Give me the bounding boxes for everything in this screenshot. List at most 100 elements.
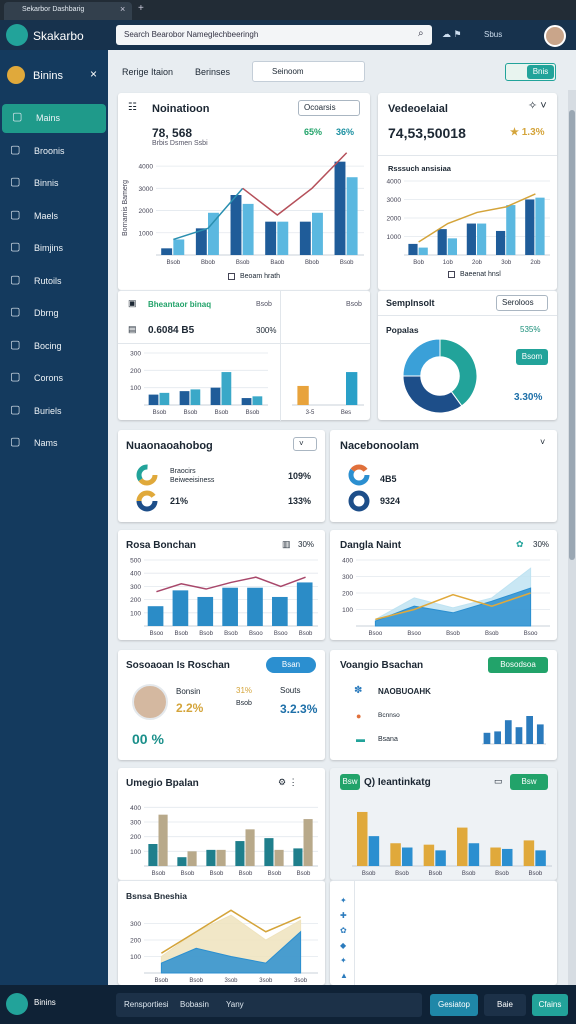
x-tick-label: 3sob [224, 978, 238, 984]
tab[interactable] [4, 2, 132, 20]
footer-field[interactable]: Bobasin [180, 1000, 209, 1009]
nav-item[interactable]: ▢ Maels [0, 202, 108, 231]
button[interactable]: Bosodsoa [488, 657, 548, 673]
sidebar-close[interactable]: × [90, 67, 98, 81]
x-tick-label: Bsob [340, 260, 354, 266]
y-tick-label: 100 [342, 607, 353, 614]
y-tick-label: 200 [130, 834, 141, 841]
nav-item[interactable]: ▢ Dbrng [0, 299, 108, 328]
chevron[interactable]: ˅ [540, 437, 546, 447]
x-tick-label: 3-5 [306, 410, 315, 416]
x-tick-label: 3ob [501, 260, 512, 266]
card-title: Voangio Bsachan [340, 660, 424, 671]
bar [535, 197, 545, 255]
line [161, 909, 301, 954]
footer-button[interactable]: Cfains [532, 994, 568, 1016]
donut-slice [402, 338, 441, 377]
stat: 65% [304, 127, 323, 137]
new-tab[interactable]: + [138, 3, 144, 14]
toolbar-search[interactable] [252, 61, 365, 82]
bar [252, 396, 263, 405]
avatar[interactable] [544, 25, 566, 47]
card-title: Umegio Bpalan [126, 778, 199, 789]
nav-item[interactable]: ▢ Nams [0, 429, 108, 458]
y-tick-label: 200 [130, 368, 141, 375]
toolbar-button[interactable]: Bnis [527, 65, 554, 79]
bar [297, 385, 309, 405]
tag[interactable]: Bsw [340, 774, 360, 790]
y-tick-label: 300 [130, 921, 141, 928]
nav-item[interactable]: ▢ Rutoils [0, 267, 108, 296]
card: ▣ Bheantaor binaq Bsob Bsob ▤ 0.6084 B5 … [118, 290, 370, 421]
y-axis-label: Bornamis Bamerg [122, 180, 129, 236]
button[interactable]: Bsan [266, 657, 316, 673]
bar [357, 811, 368, 866]
bar [247, 587, 263, 626]
user-name[interactable]: Sbus [484, 30, 503, 39]
total: 3.30% [514, 392, 543, 403]
bar [177, 857, 187, 866]
bar [230, 195, 242, 255]
nav-item[interactable]: ▢ Binnis [0, 169, 108, 198]
bar [277, 221, 289, 255]
icon: ● [356, 711, 362, 721]
x-tick-label: Bsob [199, 631, 213, 637]
donut-slice [439, 338, 478, 407]
nav-item[interactable]: ▢ Bocing [0, 332, 108, 361]
bar [187, 851, 197, 866]
button[interactable]: Bsom [516, 349, 548, 365]
x-tick-label: Bsob [428, 871, 442, 877]
bar [222, 587, 238, 626]
icon: ▬ [356, 734, 365, 744]
search-box[interactable] [116, 25, 432, 45]
button[interactable]: Bsw [510, 774, 548, 790]
icon[interactable]: ⚙ ⋮ [278, 777, 298, 787]
nav-item[interactable]: ▢ Bimjins [0, 234, 108, 263]
row-label: Braocirs [170, 468, 196, 475]
x-tick-label: Bsoo [524, 631, 538, 637]
nav-item[interactable]: ▢ Corons [0, 364, 108, 393]
bar [346, 372, 358, 405]
y-tick-label: 400 [130, 805, 141, 812]
dropdown[interactable]: ˅ [293, 437, 317, 451]
nav-item[interactable]: ▢ Buriels [0, 397, 108, 426]
tab-close[interactable]: × [120, 4, 126, 14]
icon[interactable]: ✧ ˅ [528, 100, 547, 112]
logo [6, 24, 28, 46]
footer-input[interactable] [116, 993, 422, 1017]
search-icon[interactable]: ⌕ [418, 28, 424, 39]
toolbar-filter[interactable]: Berinses [195, 67, 231, 77]
footer-button[interactable]: Gesiatop [430, 994, 478, 1016]
nav-item[interactable]: ▢ Broonis [0, 137, 108, 166]
x-tick-label: Bsoo [249, 631, 263, 637]
bar [208, 212, 219, 255]
foot-stat: 00 % [132, 731, 164, 747]
nav-label: Bocing [34, 340, 62, 351]
footer-title: Binins [34, 998, 56, 1007]
footer-button[interactable]: Baie [484, 994, 526, 1016]
bar [423, 844, 435, 866]
bar [515, 727, 523, 744]
dropdown[interactable]: Seroloos [496, 295, 548, 311]
icon: ☷ [128, 102, 137, 113]
x-tick-label: Bsob [528, 871, 542, 877]
scroll-thumb[interactable] [569, 110, 575, 560]
bar [447, 238, 457, 255]
x-tick-label: Bsob [181, 871, 195, 877]
nav-item[interactable]: ▢ Mains [2, 104, 106, 133]
y-tick-label: 100 [130, 610, 141, 617]
x-tick-label: Bsob [210, 871, 224, 877]
y-tick-label: 3000 [139, 186, 154, 193]
chart: 100 200 300 Bsob Bsob Bsob Bsob [130, 351, 268, 416]
dropdown[interactable]: Ocoarsis [298, 100, 360, 116]
card: Nacebonoolam ˅ 4B5 9324 [330, 430, 557, 522]
nav-icon: ▢ [12, 111, 23, 123]
card-title: Noinatioon [152, 103, 210, 115]
y-tick-label: 4000 [139, 164, 154, 171]
icon[interactable]: ☁ ⚑ [442, 29, 462, 39]
footer-field[interactable]: Yany [226, 1000, 244, 1009]
bar [245, 829, 255, 866]
bar [272, 596, 288, 626]
stat: 30% [298, 540, 315, 549]
scrollbar[interactable] [568, 90, 576, 985]
